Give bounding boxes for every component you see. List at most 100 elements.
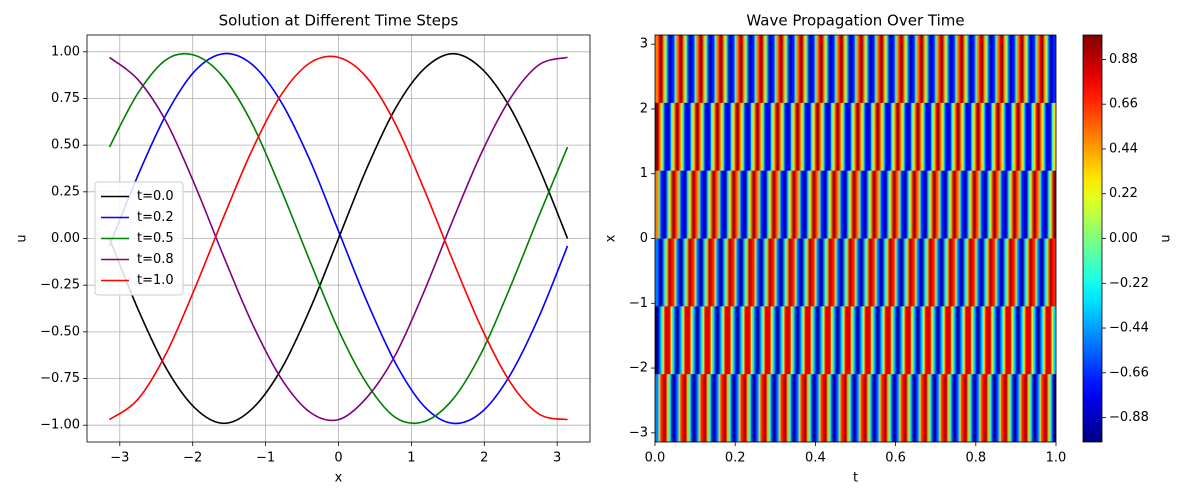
heat-cell xyxy=(1023,170,1029,239)
heat-cell xyxy=(775,170,780,239)
heat-cell xyxy=(867,102,873,171)
heat-cell xyxy=(963,238,969,307)
heat-cell xyxy=(655,305,660,375)
data-line xyxy=(109,55,568,421)
heat-cell xyxy=(859,170,865,239)
heat-cell xyxy=(871,305,877,375)
heat-cell xyxy=(1043,170,1049,239)
heat-cell xyxy=(1007,102,1013,171)
heat-cell xyxy=(927,373,933,442)
heat-cell xyxy=(1051,305,1056,375)
heat-cell xyxy=(667,102,672,171)
heat-cell xyxy=(847,373,853,442)
heat-cell xyxy=(891,170,897,239)
heat-cell xyxy=(1027,35,1033,103)
heat-cell xyxy=(803,305,808,375)
heat-cell xyxy=(731,102,736,171)
x-tick-label: −2 xyxy=(183,451,202,466)
heat-cell xyxy=(1007,373,1013,442)
legend: t=0.0 t=0.2 t=0.5 t=0.8 t=1.0 xyxy=(94,181,184,296)
heat-cell xyxy=(967,238,973,307)
heat-cell xyxy=(919,373,925,442)
heat-cell xyxy=(711,102,716,171)
heat-cell xyxy=(995,305,1001,375)
y-tick-label: −2 xyxy=(629,361,648,376)
heat-cell xyxy=(855,102,861,171)
heat-cell xyxy=(763,170,768,239)
heat-cell xyxy=(803,35,808,103)
heat-cell xyxy=(907,373,913,442)
heat-cell xyxy=(979,102,985,171)
heat-cell xyxy=(711,238,716,307)
heat-cell xyxy=(799,170,804,239)
heat-cell xyxy=(1031,35,1037,103)
heat-cell xyxy=(1031,102,1037,171)
heat-cell xyxy=(911,102,917,171)
heat-cell xyxy=(823,305,829,375)
heat-cell xyxy=(891,102,897,171)
heat-cell xyxy=(995,373,1001,442)
heat-cell xyxy=(655,35,660,103)
heat-cell xyxy=(747,35,752,103)
heat-cell xyxy=(887,35,893,103)
heat-cell xyxy=(867,238,873,307)
y-tick-label: 3 xyxy=(640,37,648,52)
heat-cell xyxy=(675,373,680,442)
colorbar-tick-label: 0.88 xyxy=(1109,52,1138,67)
heat-cell xyxy=(891,373,897,442)
heat-cell xyxy=(671,305,676,375)
heat-cell xyxy=(815,102,821,171)
heat-cell xyxy=(935,170,941,239)
heat-cell xyxy=(815,373,821,442)
heat-cell xyxy=(895,35,901,103)
heat-cell xyxy=(875,102,881,171)
heat-cell xyxy=(987,102,993,171)
heat-cell xyxy=(863,102,869,171)
y-tick-label: 1.00 xyxy=(51,44,80,59)
heat-cell xyxy=(771,373,776,442)
heat-cell xyxy=(903,170,909,239)
data-line xyxy=(108,52,569,425)
heat-cell xyxy=(947,35,953,103)
heat-cell xyxy=(915,170,921,239)
heat-cell xyxy=(875,305,881,375)
heat-cell xyxy=(807,35,812,103)
heat-cell xyxy=(751,35,756,103)
heat-cell xyxy=(755,102,760,171)
heat-cell xyxy=(719,102,724,171)
heat-cell xyxy=(955,238,961,307)
heat-cell xyxy=(727,35,732,103)
heat-cell xyxy=(727,102,732,171)
heat-cell xyxy=(923,305,929,375)
heat-cell xyxy=(1011,170,1017,239)
heat-cell xyxy=(795,102,800,171)
heat-cell xyxy=(879,238,885,307)
heat-cell xyxy=(959,170,965,239)
heat-cell xyxy=(943,170,949,239)
heat-cell xyxy=(827,170,833,239)
colorbar-tick-label: 0.44 xyxy=(1109,141,1138,156)
heat-cell xyxy=(763,373,768,442)
heat-cell xyxy=(959,238,965,307)
heat-cell xyxy=(939,305,945,375)
heat-cell xyxy=(979,305,985,375)
heat-cell xyxy=(819,102,825,171)
heat-cell xyxy=(895,102,901,171)
heat-cell xyxy=(747,102,752,171)
heat-cell xyxy=(731,238,736,307)
heat-cell xyxy=(1039,102,1045,171)
heat-cell xyxy=(659,373,664,442)
heat-cell xyxy=(843,35,849,103)
heat-cell xyxy=(723,35,728,103)
heat-cell xyxy=(855,373,861,442)
heat-cell xyxy=(691,170,696,239)
heat-cell xyxy=(655,102,660,171)
heat-cell xyxy=(867,305,873,375)
x-tick-label: 2 xyxy=(480,451,488,466)
heat-cell xyxy=(927,102,933,171)
heat-cell xyxy=(1035,35,1041,103)
heat-cell xyxy=(743,35,748,103)
heat-cell xyxy=(719,35,724,103)
heat-cell xyxy=(663,102,668,171)
